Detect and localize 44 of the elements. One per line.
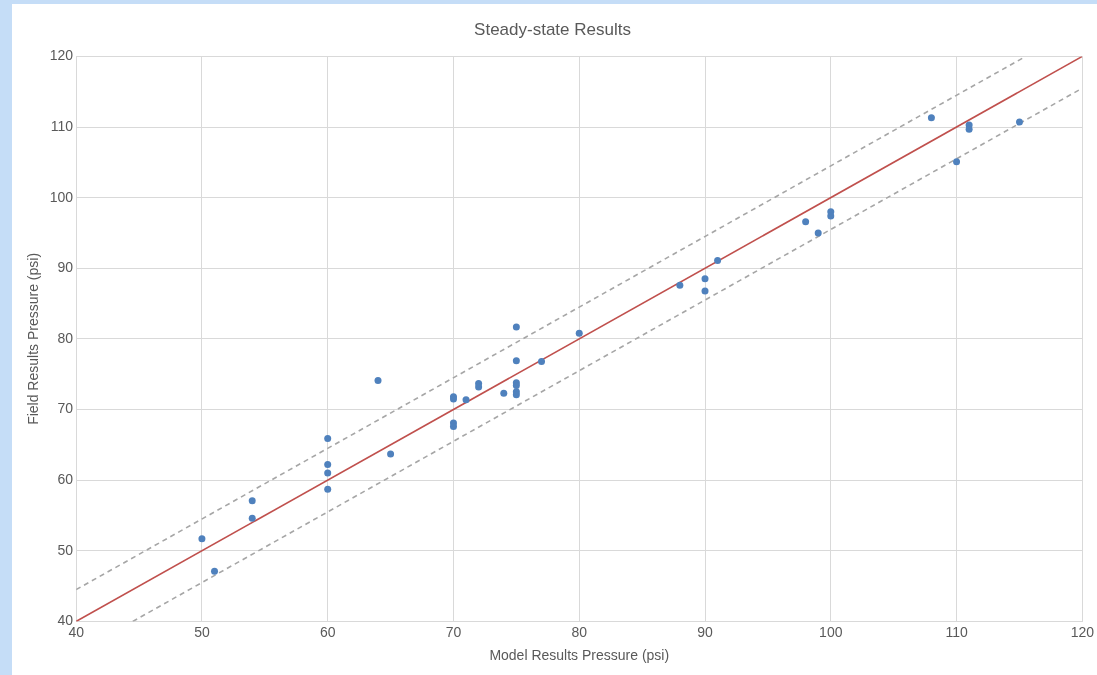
point xyxy=(248,514,256,522)
y-tick-label: 80 xyxy=(57,329,74,346)
y-tick-label: 100 xyxy=(49,188,74,205)
x-tick-label: 90 xyxy=(697,623,714,640)
x-tick-label: 60 xyxy=(319,623,336,640)
x-tick-label: 80 xyxy=(571,623,588,640)
y-tick-label: 60 xyxy=(57,471,74,488)
point xyxy=(211,567,219,575)
point xyxy=(198,535,206,543)
x-tick-label: 100 xyxy=(819,623,843,640)
y-tick-label: 90 xyxy=(57,259,74,276)
point xyxy=(324,434,332,442)
point xyxy=(324,469,332,477)
point xyxy=(1015,118,1023,126)
x-tick-label: 120 xyxy=(1070,623,1095,640)
point xyxy=(248,497,256,505)
x-tick-label: 70 xyxy=(445,623,462,640)
point xyxy=(814,229,822,237)
x-tick-label: 110 xyxy=(945,623,968,640)
point xyxy=(575,329,583,337)
point xyxy=(500,389,508,397)
y-tick-label: 70 xyxy=(57,400,74,417)
point xyxy=(512,357,520,365)
chart-title: Steady-state Results xyxy=(474,19,631,39)
y-tick-label: 50 xyxy=(57,541,74,558)
point xyxy=(953,158,961,166)
point xyxy=(701,287,709,295)
point xyxy=(324,461,332,469)
point xyxy=(676,281,684,289)
point xyxy=(538,358,546,365)
point xyxy=(802,218,810,226)
point xyxy=(714,257,722,265)
point xyxy=(374,377,382,385)
y-axis-title: Field Results Pressure (psi) xyxy=(25,252,42,425)
point xyxy=(462,396,470,404)
point xyxy=(512,323,520,331)
x-tick-label: 50 xyxy=(194,623,210,640)
y-tick-label: 110 xyxy=(50,117,74,134)
x-axis-title: Model Results Pressure (psi) xyxy=(489,647,670,664)
point xyxy=(927,114,935,122)
point xyxy=(324,485,332,493)
point xyxy=(387,450,395,458)
y-tick-label: 120 xyxy=(49,47,74,64)
point xyxy=(701,275,709,283)
